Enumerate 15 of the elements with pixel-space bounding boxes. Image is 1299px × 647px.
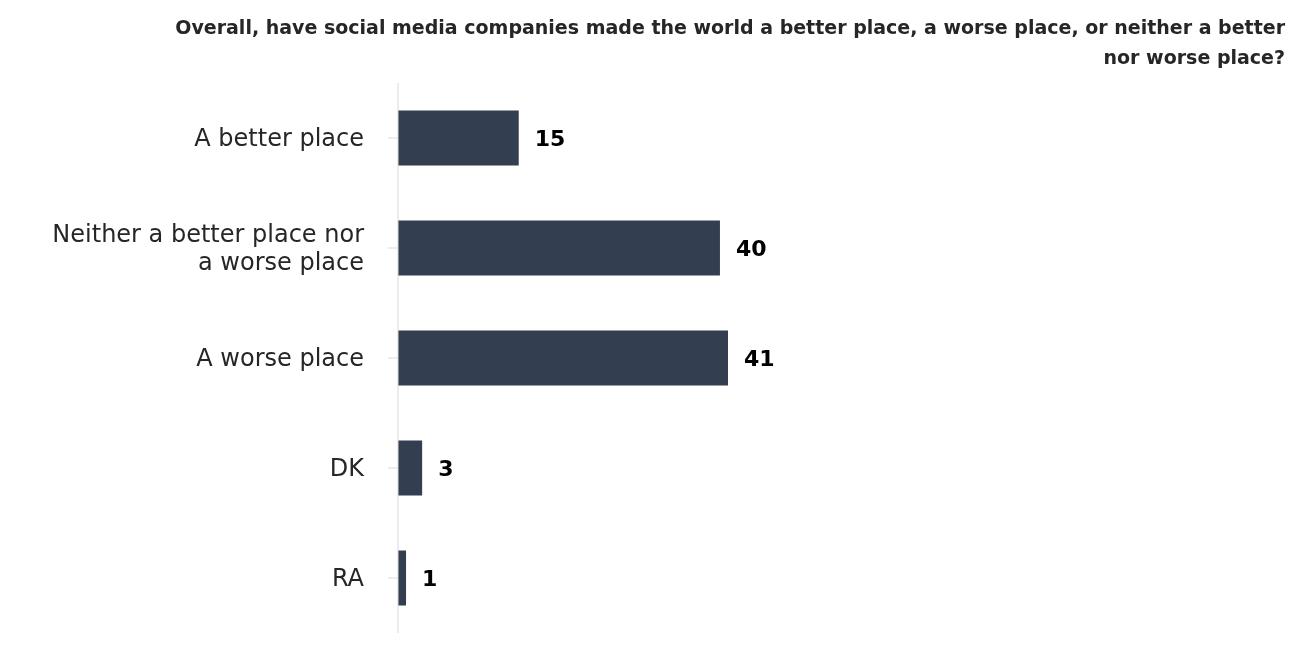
data-label: 40: [735, 235, 767, 261]
y-tick-label: Neither a better place nor a worse place: [52, 220, 365, 276]
y-tick-label: A worse place: [196, 344, 364, 372]
y-tick-label: A better place: [194, 124, 364, 152]
bar: [398, 440, 423, 496]
y-tick-label: DK: [329, 454, 366, 482]
bar: [398, 110, 519, 166]
bar: [398, 330, 728, 386]
bar: [398, 220, 720, 276]
data-label: 3: [438, 455, 454, 481]
data-label: 41: [744, 345, 775, 371]
y-tick-label: RA: [331, 564, 365, 592]
chart-title: Overall, have social media companies made the world a better place, a worse place, or neither a better nor worse place?: [174, 15, 1286, 70]
data-label: 15: [534, 125, 566, 151]
data-label: 1: [422, 565, 438, 591]
